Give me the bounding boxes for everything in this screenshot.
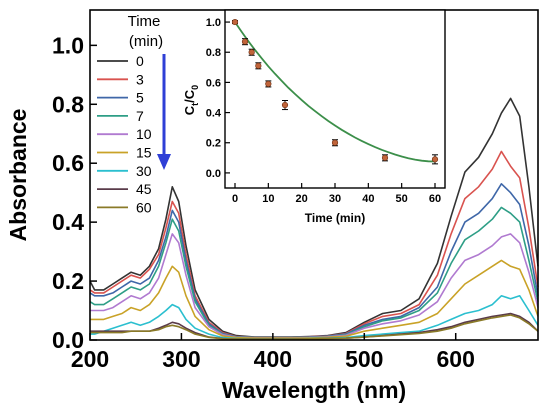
legend-label: 30	[136, 163, 152, 179]
y-tick-label: 0.6	[52, 150, 84, 176]
legend-label: 10	[136, 126, 152, 142]
data-point	[381, 154, 389, 162]
inset-y-tick-label: 0.2	[206, 138, 221, 150]
legend-label: 3	[136, 71, 144, 87]
point-marker	[431, 156, 439, 163]
point-marker	[231, 18, 239, 26]
inset-x-tick-label: 50	[396, 193, 408, 205]
inset-data-points	[231, 18, 439, 165]
legend-item-60: 60	[97, 199, 152, 215]
data-point	[331, 139, 339, 147]
point-marker	[381, 154, 389, 161]
y-tick-label: 0.4	[52, 209, 84, 235]
legend-label: 45	[136, 181, 152, 197]
legend-item-5: 5	[97, 90, 144, 106]
legend-label: 15	[136, 145, 152, 161]
main-plot: 200 300 400 500 600 0.00.20.40.60.81.0 Wavel…	[5, 9, 539, 403]
legend-item-45: 45	[97, 181, 152, 197]
data-point	[265, 80, 272, 88]
point-marker	[331, 139, 339, 146]
legend-label: 0	[136, 53, 144, 69]
point-marker	[255, 62, 262, 69]
legend-title-line-1: Time	[128, 13, 161, 30]
legend-items: 0 3 5 7 10 15 30 45 60	[97, 53, 152, 215]
legend-item-15: 15	[97, 145, 152, 161]
data-point	[241, 38, 249, 46]
legend-item-7: 7	[97, 108, 144, 124]
point-marker	[265, 80, 272, 88]
data-point	[281, 100, 289, 111]
inset-y-ticks: 0.0 0.2 0.4 0.6 0.8 1.0	[206, 17, 230, 180]
inset-x-tick-label: 10	[262, 193, 274, 205]
inset-y-tick-label: 0.4	[206, 108, 222, 120]
legend-title-line-2: (min)	[129, 33, 163, 50]
spectrum-line-15-min	[90, 259, 539, 339]
main-x-axis-label: Wavelength (nm)	[222, 377, 406, 403]
x-tick-label: 200	[71, 346, 109, 372]
data-point	[431, 154, 439, 165]
main-y-ticks: 0.0 0.2 0.4 0.6 0.8 1.0	[52, 32, 97, 353]
y-tick-label: 0.0	[52, 327, 84, 353]
y-tick-label: 1.0	[52, 32, 84, 58]
legend-label: 5	[136, 90, 144, 106]
inset-x-tick-label: 40	[362, 193, 374, 205]
inset-y-tick-label: 1.0	[206, 17, 221, 29]
x-tick-label: 400	[254, 346, 292, 372]
data-point	[248, 48, 255, 56]
legend-item-10: 10	[97, 126, 152, 142]
legend: Time (min) 0 3 5 7 10 15 30 45 60	[97, 13, 171, 215]
inset-background	[225, 10, 445, 188]
main-x-ticks: 200 300 400 500 600	[71, 333, 475, 372]
inset-x-ticks: 0 10 20 30 40 50 60	[232, 183, 441, 205]
legend-item-30: 30	[97, 163, 152, 179]
legend-item-3: 3	[97, 71, 144, 87]
x-tick-label: 600	[437, 346, 475, 372]
y-tick-label: 0.2	[52, 268, 84, 294]
inset-plot: 0 10 20 30 40 50 60 0.0 0.2 0.4 0.6 0.8 1.0 Time (m…	[182, 9, 446, 225]
inset-y-tick-label: 0.0	[206, 168, 221, 180]
spectrum-line-30-min	[90, 295, 539, 340]
x-tick-label: 500	[345, 346, 383, 372]
inset-y-axis-label: Ct/C0	[182, 85, 200, 115]
inset-fit-curve	[234, 21, 436, 163]
point-marker	[241, 38, 249, 45]
data-point	[255, 62, 262, 70]
inset-x-tick-label: 30	[329, 193, 341, 205]
point-marker	[248, 49, 255, 56]
inset-x-tick-label: 20	[296, 193, 308, 205]
legend-label: 7	[136, 108, 144, 124]
time-arrow-icon	[157, 54, 171, 170]
spectrum-line-5-min	[89, 183, 539, 339]
x-tick-label: 300	[162, 346, 200, 372]
y-tick-label: 0.8	[52, 91, 84, 117]
inset-x-tick-label: 60	[429, 193, 441, 205]
inset-y-tick-label: 0.8	[206, 47, 221, 59]
inset-x-tick-label: 0	[232, 193, 238, 205]
legend-item-0: 0	[97, 53, 144, 69]
data-point	[231, 18, 239, 26]
point-marker	[281, 101, 289, 109]
inset-y-tick-label: 0.6	[206, 77, 221, 89]
inset-x-axis-label: Time (min)	[305, 211, 365, 225]
fit-curve-line	[234, 21, 436, 163]
main-y-axis-label: Absorbance	[5, 109, 31, 242]
legend-label: 60	[136, 199, 152, 215]
